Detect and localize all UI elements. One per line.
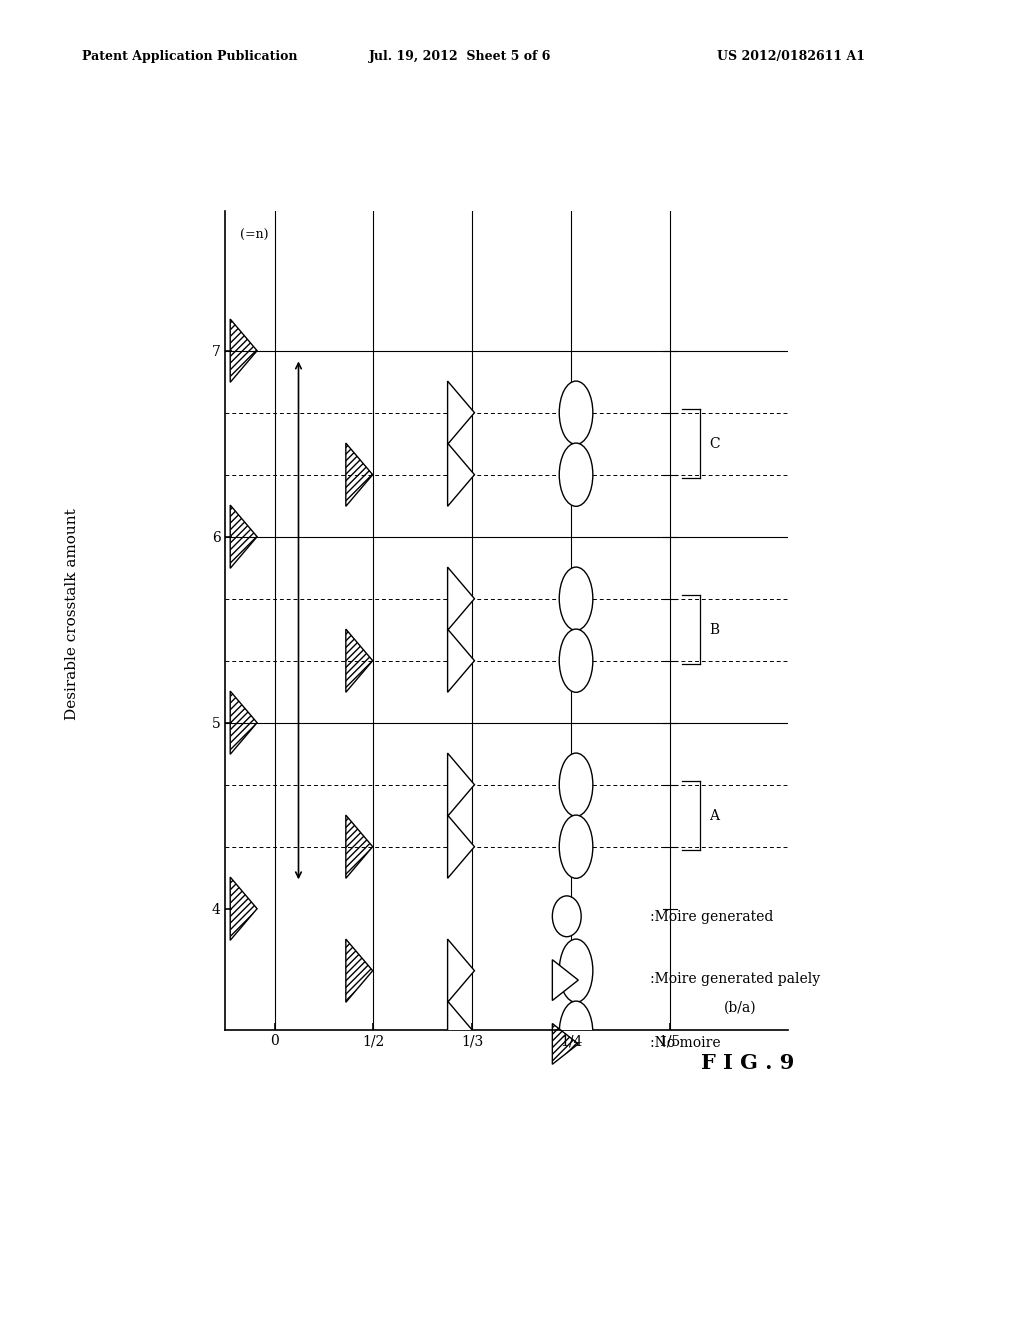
Text: :No moire: :No moire [650,1036,721,1049]
Text: Desirable crosstalk amount: Desirable crosstalk amount [65,508,79,719]
Polygon shape [447,568,474,631]
Polygon shape [447,754,474,816]
Polygon shape [447,939,474,1002]
Circle shape [559,630,593,692]
Circle shape [559,814,593,878]
Text: C: C [710,437,720,450]
Text: :Moire generated: :Moire generated [650,911,773,924]
Text: (b/a): (b/a) [724,1001,757,1014]
Polygon shape [447,814,474,878]
Text: A: A [710,809,720,822]
Text: Patent Application Publication: Patent Application Publication [82,50,297,63]
Text: :Moire generated palely: :Moire generated palely [650,973,820,986]
Circle shape [559,444,593,507]
Text: B: B [710,623,720,636]
Circle shape [552,896,582,937]
Circle shape [559,1001,593,1064]
Circle shape [559,381,593,445]
Polygon shape [447,1001,474,1064]
Polygon shape [552,960,579,1001]
Text: Jul. 19, 2012  Sheet 5 of 6: Jul. 19, 2012 Sheet 5 of 6 [369,50,551,63]
Polygon shape [447,381,474,445]
Polygon shape [447,630,474,692]
Text: F I G . 9: F I G . 9 [700,1052,795,1073]
Circle shape [559,568,593,631]
Polygon shape [447,444,474,507]
Circle shape [559,939,593,1002]
Circle shape [559,754,593,816]
Text: US 2012/0182611 A1: US 2012/0182611 A1 [717,50,865,63]
Text: (=n): (=n) [240,228,268,242]
